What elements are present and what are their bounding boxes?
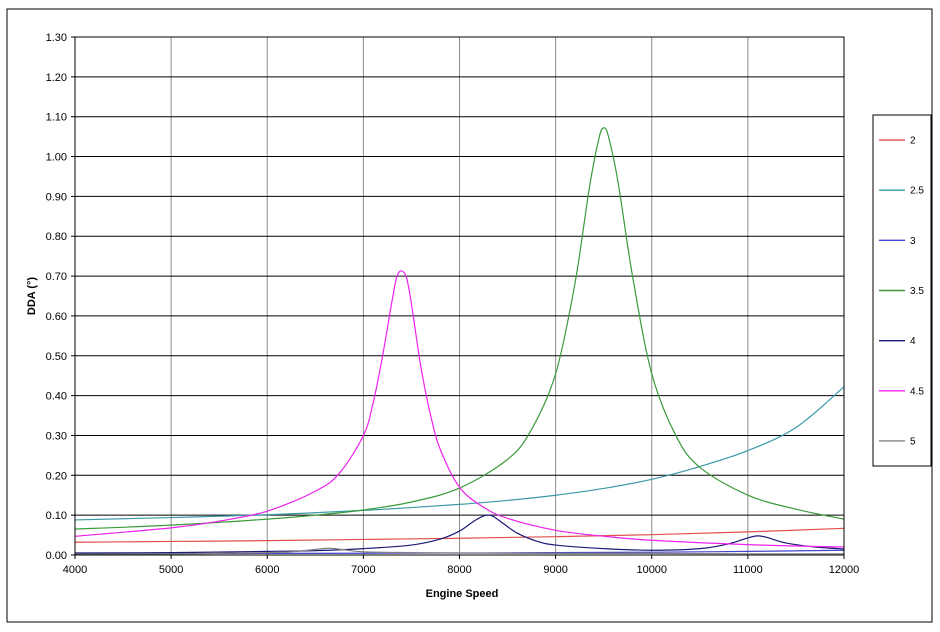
series-line-5 xyxy=(74,547,845,555)
y-tick-label: 0.50 xyxy=(46,351,67,363)
y-tick-label: 1.20 xyxy=(46,72,67,84)
legend-label: 3 xyxy=(910,236,916,247)
series-line-2 xyxy=(74,527,845,543)
y-axis-title: DDA (°) xyxy=(26,277,38,316)
legend-label: 4.5 xyxy=(910,386,924,397)
y-tick-label: 0.30 xyxy=(46,430,67,442)
x-axis-title: Engine Speed xyxy=(426,588,499,600)
y-tick-label: 1.00 xyxy=(46,152,67,164)
y-tick-label: 0.90 xyxy=(46,191,67,203)
legend-label: 4 xyxy=(910,336,916,347)
x-tick-label: 10000 xyxy=(636,564,667,576)
vertical-gridlines xyxy=(170,37,749,555)
y-tick-label: 0.40 xyxy=(46,391,67,403)
x-tick-label: 11000 xyxy=(733,564,763,576)
x-tick-label: 7000 xyxy=(351,564,375,576)
y-tick-label: 1.30 xyxy=(46,32,67,44)
legend: 2 2.5 3 3.5 4 4.5 5 xyxy=(872,114,932,467)
y-axis-ticks: 0.00 0.10 0.20 0.30 0.40 0.50 0.60 0.70 0.80 0.90… xyxy=(46,32,75,562)
x-tick-label: 4000 xyxy=(63,564,87,576)
legend-label: 2.5 xyxy=(910,186,924,197)
legend-label: 2 xyxy=(910,136,916,147)
x-tick-label: 8000 xyxy=(447,564,471,576)
y-tick-label: 0.60 xyxy=(46,311,67,323)
x-tick-label: 6000 xyxy=(255,564,279,576)
x-tick-label: 12000 xyxy=(829,564,860,576)
legend-items: 2 2.5 3 3.5 4 4.5 5 xyxy=(879,136,924,447)
x-axis-ticks: 4000 5000 6000 7000 8000 9000 10000 11000 12000 xyxy=(63,555,860,576)
legend-label: 3.5 xyxy=(910,286,924,297)
series-line-4 xyxy=(74,514,845,554)
series-line-4.5 xyxy=(74,270,845,548)
series-line-2.5 xyxy=(74,386,845,521)
legend-label: 5 xyxy=(910,436,916,447)
horizontal-gridlines xyxy=(75,76,844,516)
x-tick-label: 5000 xyxy=(159,564,183,576)
y-tick-label: 0.70 xyxy=(46,271,67,283)
y-tick-label: 0.80 xyxy=(46,231,67,243)
x-tick-label: 9000 xyxy=(543,564,567,576)
series-lines xyxy=(74,127,845,555)
y-tick-label: 0.10 xyxy=(46,510,67,522)
y-tick-label: 0.00 xyxy=(46,550,67,562)
series-line-3.5 xyxy=(74,127,845,530)
y-tick-label: 1.10 xyxy=(46,112,67,124)
y-tick-label: 0.20 xyxy=(46,470,67,482)
